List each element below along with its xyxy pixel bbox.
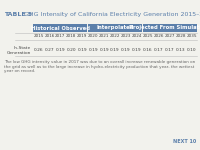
Text: TABLE 5: TABLE 5 — [4, 12, 32, 17]
Bar — [88, 24, 142, 32]
Text: 2023: 2023 — [121, 34, 131, 38]
Text: 0.27: 0.27 — [45, 48, 54, 52]
Text: 0.13: 0.13 — [176, 48, 185, 52]
Text: 0.10: 0.10 — [187, 48, 196, 52]
Text: 2019: 2019 — [77, 34, 87, 38]
Text: Generation: Generation — [7, 51, 31, 54]
Text: 2015: 2015 — [33, 34, 44, 38]
Text: 0.19: 0.19 — [132, 48, 142, 52]
Text: In-State: In-State — [14, 46, 31, 50]
Text: 0.20: 0.20 — [66, 48, 76, 52]
Text: 0.19: 0.19 — [121, 48, 131, 52]
Text: GHG Intensity of California Electricity Generation 2015–2035 (Tons of CO₂ equiva: GHG Intensity of California Electricity … — [22, 12, 200, 17]
Text: 2035: 2035 — [186, 34, 197, 38]
Text: 2027: 2027 — [164, 34, 175, 38]
Text: 0.19: 0.19 — [99, 48, 109, 52]
Bar — [33, 24, 87, 32]
Text: 2016: 2016 — [44, 34, 55, 38]
Text: NEXT 10: NEXT 10 — [173, 139, 196, 144]
Text: 2026: 2026 — [153, 34, 164, 38]
Text: 0.19: 0.19 — [110, 48, 120, 52]
Text: 2024: 2024 — [132, 34, 142, 38]
Text: Interpolated: Interpolated — [96, 26, 134, 30]
Text: 0.19: 0.19 — [88, 48, 98, 52]
Text: 2022: 2022 — [110, 34, 120, 38]
Text: The low GHG intensity value in 2017 was due to an overall increase renewable gen: The low GHG intensity value in 2017 was … — [4, 60, 195, 73]
Text: 2020: 2020 — [88, 34, 98, 38]
Text: 2021: 2021 — [99, 34, 109, 38]
Text: Projected From Simulations: Projected From Simulations — [129, 26, 200, 30]
Bar — [143, 24, 197, 32]
Text: 0.19: 0.19 — [56, 48, 65, 52]
Text: 2017: 2017 — [55, 34, 66, 38]
Text: 2028: 2028 — [175, 34, 186, 38]
Text: 0.26: 0.26 — [34, 48, 43, 52]
Text: Historical Observed: Historical Observed — [31, 26, 90, 30]
Text: 2025: 2025 — [143, 34, 153, 38]
Text: 0.19: 0.19 — [77, 48, 87, 52]
Text: 0.16: 0.16 — [143, 48, 153, 52]
Text: 0.17: 0.17 — [154, 48, 164, 52]
Text: 0.17: 0.17 — [165, 48, 174, 52]
Text: 2018: 2018 — [66, 34, 76, 38]
